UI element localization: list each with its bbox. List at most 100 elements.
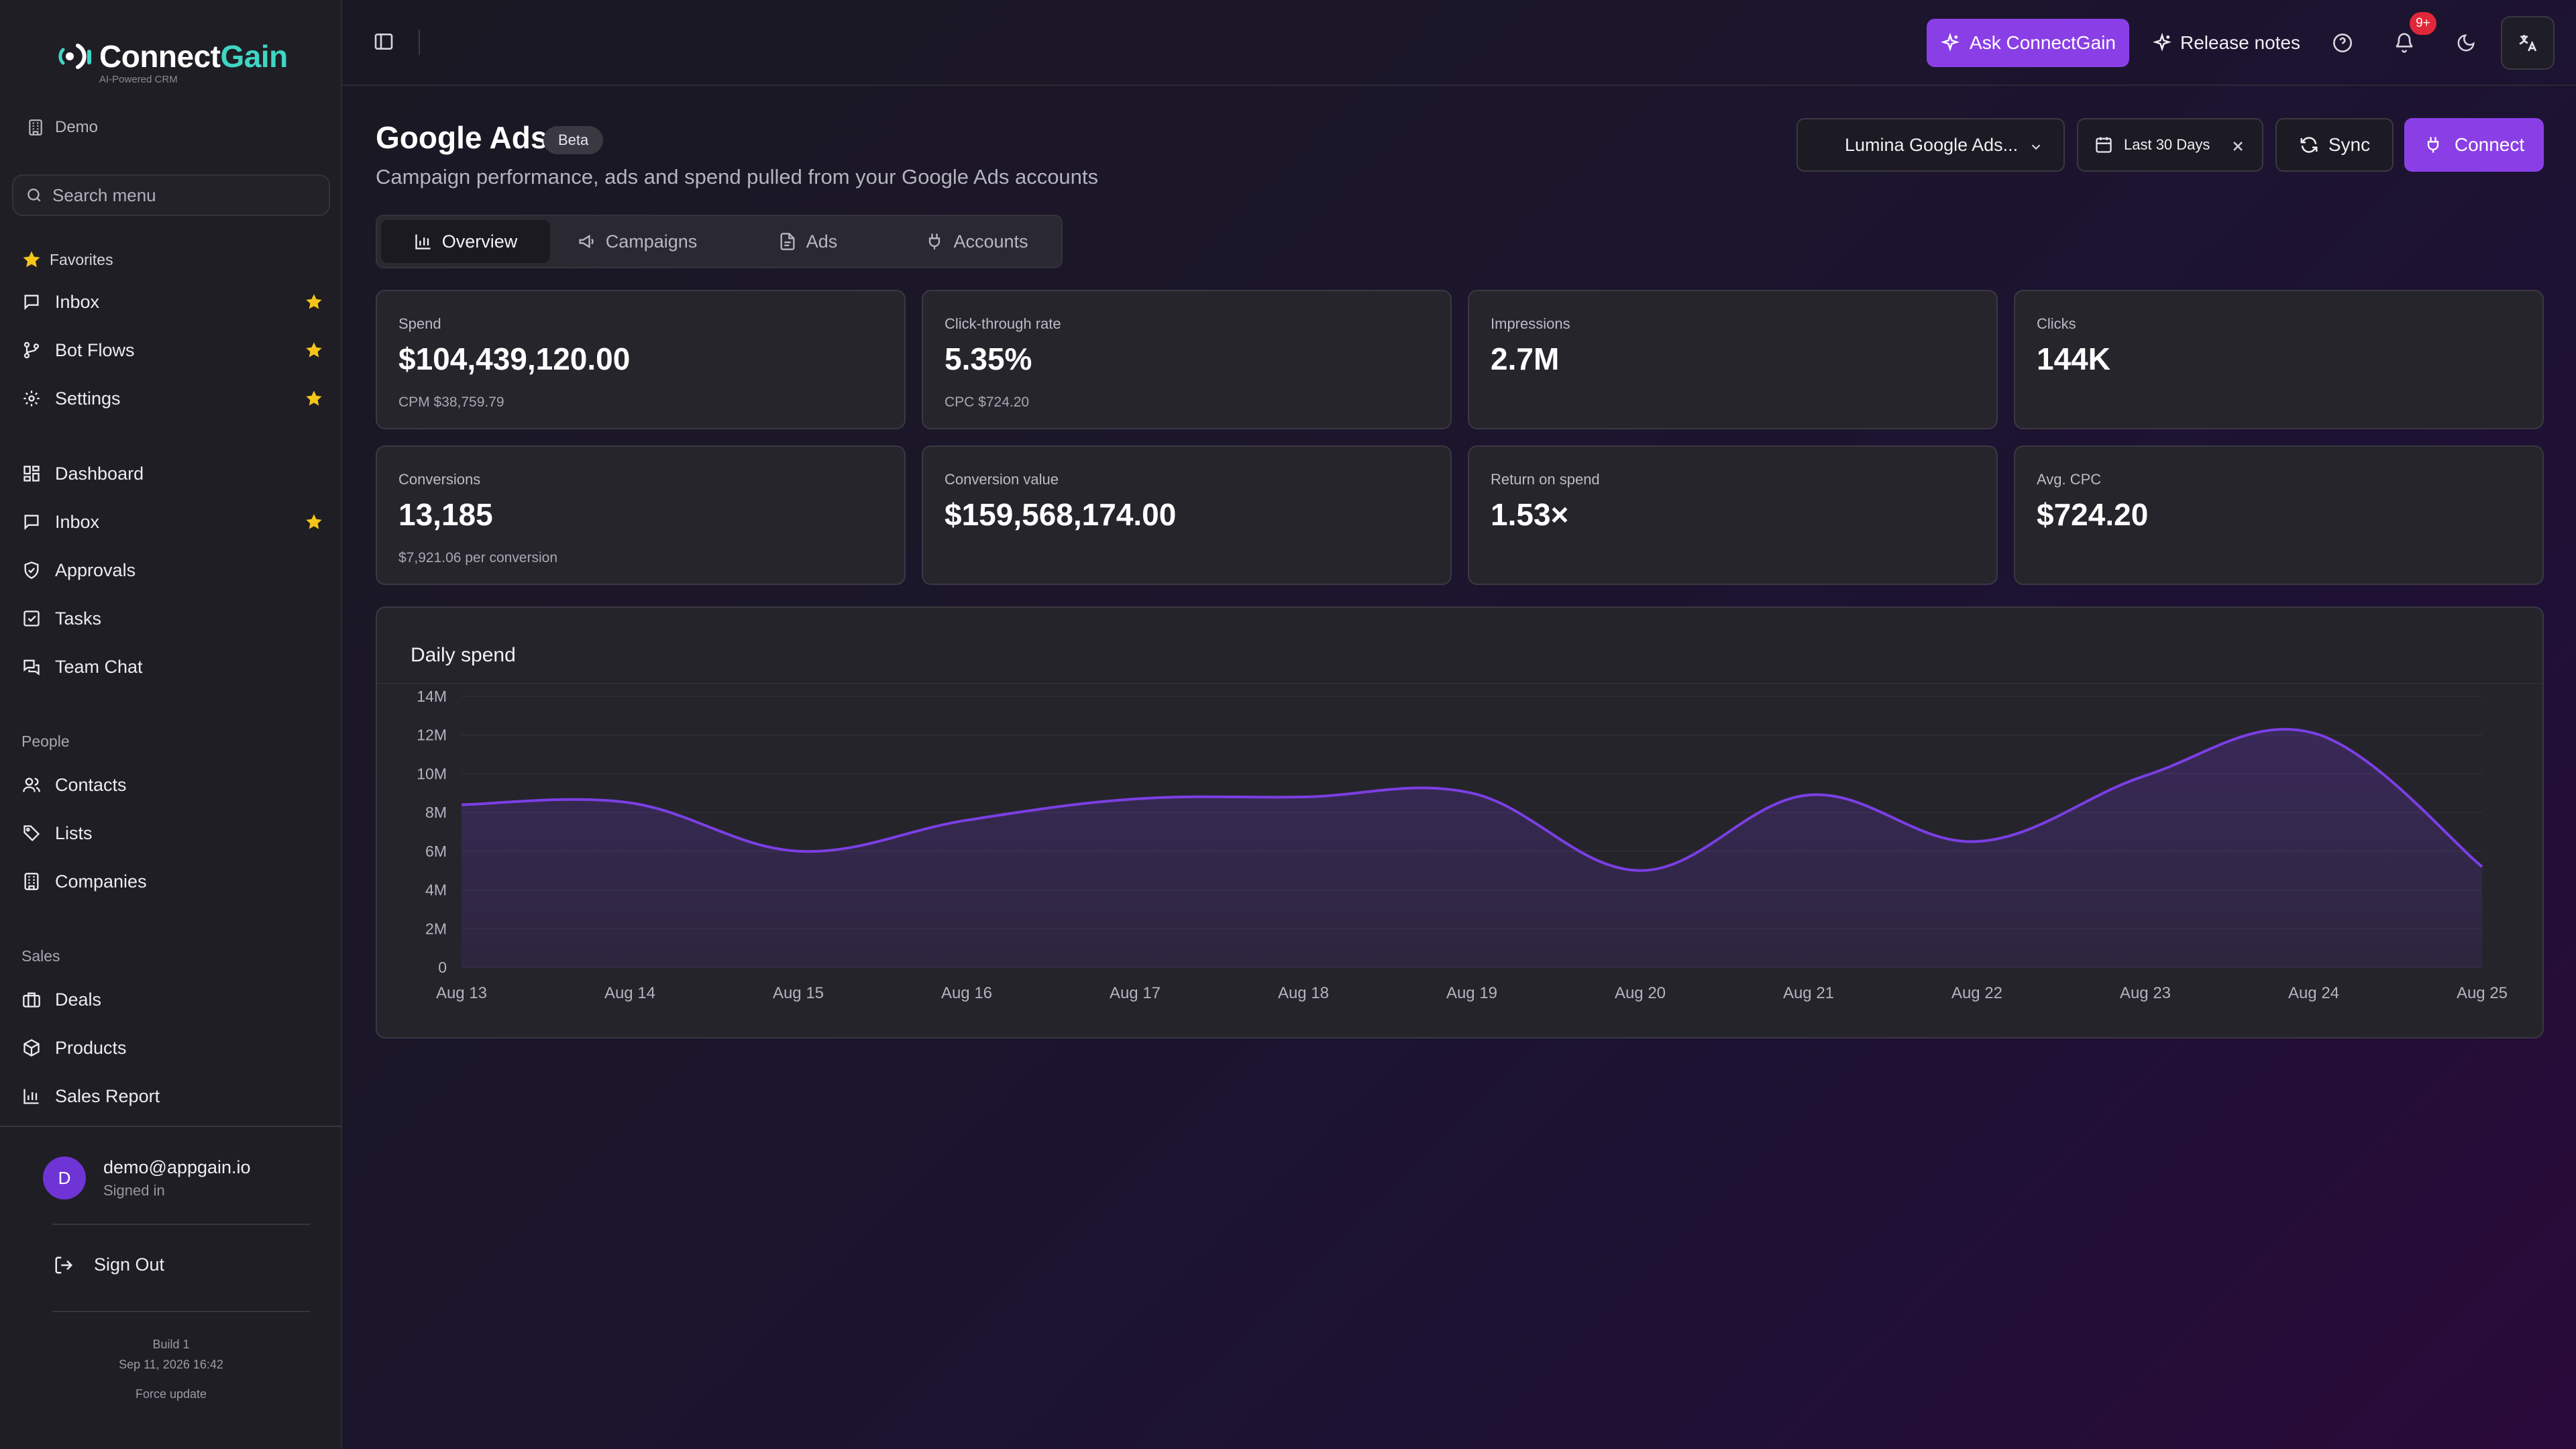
kpi-card-impressions: Impressions 2.7M xyxy=(1468,290,1998,429)
y-tick-label: 10M xyxy=(417,765,447,782)
tab-ads[interactable]: Ads xyxy=(724,220,891,263)
kpi-subtext: $7,921.06 per conversion xyxy=(398,550,557,566)
kpi-label: Avg. CPC xyxy=(2037,471,2102,488)
sidebar: ConnectGain AI-Powered CRM Demo Search m… xyxy=(0,0,342,1449)
daily-spend-chart[interactable]: 0 2M 4M 6M 8M 10M 12M 14M Aug 13 Aug 14 Aug 15 Aug … xyxy=(377,608,2545,1040)
refresh-icon xyxy=(2300,137,2318,153)
message-square-icon xyxy=(21,292,42,312)
sidebar-fav-bot-flows[interactable]: Bot Flows xyxy=(21,330,323,370)
sparkles-icon xyxy=(1941,33,1960,52)
tab-overview[interactable]: Overview xyxy=(381,220,550,263)
sidebar-toggle-button[interactable] xyxy=(373,31,394,56)
sign-out-button[interactable]: Sign Out xyxy=(54,1254,164,1275)
megaphone-icon xyxy=(579,234,594,249)
tab-campaigns[interactable]: Campaigns xyxy=(554,220,720,263)
logo-icon xyxy=(58,44,91,69)
user-profile[interactable]: D demo@appgain.io Signed in xyxy=(43,1157,251,1199)
connect-button[interactable]: Connect xyxy=(2404,118,2544,172)
sidebar-item-products[interactable]: Products xyxy=(21,1028,323,1068)
toolbar-divider xyxy=(419,30,420,55)
layout-grid-icon xyxy=(21,464,42,484)
favorites-heading: Favorites xyxy=(21,250,113,270)
kpi-label: Impressions xyxy=(1491,315,1570,332)
y-tick-label: 12M xyxy=(417,727,447,744)
data-point xyxy=(794,847,802,855)
sidebar-fav-inbox[interactable]: Inbox xyxy=(21,282,323,322)
kpi-subtext: CPC $724.20 xyxy=(945,394,1030,410)
kpi-label: Conversions xyxy=(398,471,481,488)
kpi-label: Return on spend xyxy=(1491,471,1600,488)
kpi-card-conversion-value: Conversion value $159,568,174.00 xyxy=(922,445,1452,585)
x-tick-label: Aug 21 xyxy=(1783,984,1834,1002)
workspace-name: Demo xyxy=(55,118,99,136)
sidebar-divider xyxy=(0,1126,342,1127)
search-menu-input[interactable]: Search menu xyxy=(12,174,330,216)
data-point xyxy=(2141,771,2149,780)
workspace-switcher[interactable]: Demo xyxy=(27,118,98,137)
sidebar-fav-settings[interactable]: Settings xyxy=(21,378,323,419)
tab-bar: Overview Campaigns Ads Accounts xyxy=(376,215,1063,268)
moon-icon xyxy=(2457,34,2475,52)
help-button[interactable] xyxy=(2329,30,2356,56)
sidebar-item-contacts[interactable]: Contacts xyxy=(21,765,323,805)
kpi-value: 2.7M xyxy=(1491,341,1560,376)
x-tick-label: Aug 13 xyxy=(436,984,487,1002)
date-range-value: Last 30 Days xyxy=(2124,136,2210,153)
language-button[interactable] xyxy=(2501,16,2555,70)
x-tick-label: Aug 18 xyxy=(1278,984,1329,1002)
briefcase-icon xyxy=(21,989,42,1010)
x-tick-label: Aug 14 xyxy=(604,984,655,1002)
star-icon[interactable] xyxy=(305,292,323,311)
chevron-down-icon xyxy=(2031,144,2041,150)
ask-connectgain-button[interactable]: Ask ConnectGain xyxy=(1927,19,2129,67)
people-heading: People xyxy=(21,733,70,750)
sidebar-item-inbox[interactable]: Inbox xyxy=(21,502,323,542)
sidebar-item-companies[interactable]: Companies xyxy=(21,861,323,902)
shield-check-icon xyxy=(21,560,42,580)
building-icon xyxy=(29,119,42,136)
release-notes-button[interactable]: Release notes xyxy=(2152,19,2300,67)
kpi-label: Conversion value xyxy=(945,471,1059,488)
sidebar-item-approvals[interactable]: Approvals xyxy=(21,550,323,590)
theme-toggle-button[interactable] xyxy=(2453,30,2479,56)
user-email: demo@appgain.io xyxy=(103,1157,251,1177)
kpi-value: 5.35% xyxy=(945,341,1032,376)
kpi-value: $724.20 xyxy=(2037,497,2149,532)
kpi-card-return-on-spend: Return on spend 1.53× xyxy=(1468,445,1998,585)
log-out-icon xyxy=(55,1256,73,1273)
users-icon xyxy=(21,775,42,795)
force-update-link[interactable]: Force update xyxy=(135,1387,207,1401)
data-point xyxy=(458,801,466,809)
tab-accounts[interactable]: Accounts xyxy=(895,220,1059,263)
message-square-icon xyxy=(21,512,42,532)
checkbox-icon xyxy=(21,608,42,629)
date-range-filter[interactable]: Last 30 Days xyxy=(2077,118,2263,172)
page-subtitle: Campaign performance, ads and spend pull… xyxy=(376,165,1099,189)
y-tick-label: 8M xyxy=(425,804,447,821)
data-point xyxy=(1973,837,1981,845)
sidebar-item-sales-report[interactable]: Sales Report xyxy=(21,1076,323,1116)
x-tick-label: Aug 16 xyxy=(941,984,992,1002)
brand-logo[interactable]: ConnectGain xyxy=(58,38,288,75)
sync-button[interactable]: Sync xyxy=(2275,118,2394,172)
kpi-value: $159,568,174.00 xyxy=(945,497,1177,532)
sidebar-item-deals[interactable]: Deals xyxy=(21,979,323,1020)
sidebar-item-tasks[interactable]: Tasks xyxy=(21,598,323,639)
star-icon[interactable] xyxy=(305,389,323,408)
notifications-button[interactable] xyxy=(2391,30,2418,56)
star-icon[interactable] xyxy=(305,341,323,360)
close-icon[interactable] xyxy=(2230,138,2246,154)
x-tick-label: Aug 17 xyxy=(1110,984,1161,1002)
sidebar-item-dashboard[interactable]: Dashboard xyxy=(21,453,323,494)
chart-divider xyxy=(377,683,2542,684)
search-placeholder: Search menu xyxy=(52,184,156,205)
account-select[interactable]: Lumina Google Ads... xyxy=(1796,118,2065,172)
kpi-card-avg-cpc: Avg. CPC $724.20 xyxy=(2014,445,2544,585)
kpi-card-ctr: Click-through rate 5.35% CPC $724.20 xyxy=(922,290,1452,429)
star-icon[interactable] xyxy=(305,513,323,531)
sidebar-item-lists[interactable]: Lists xyxy=(21,813,323,853)
data-point xyxy=(1299,793,1307,801)
sidebar-item-team-chat[interactable]: Team Chat xyxy=(21,647,323,687)
x-tick-label: Aug 22 xyxy=(1951,984,2002,1002)
tag-icon xyxy=(21,823,42,843)
